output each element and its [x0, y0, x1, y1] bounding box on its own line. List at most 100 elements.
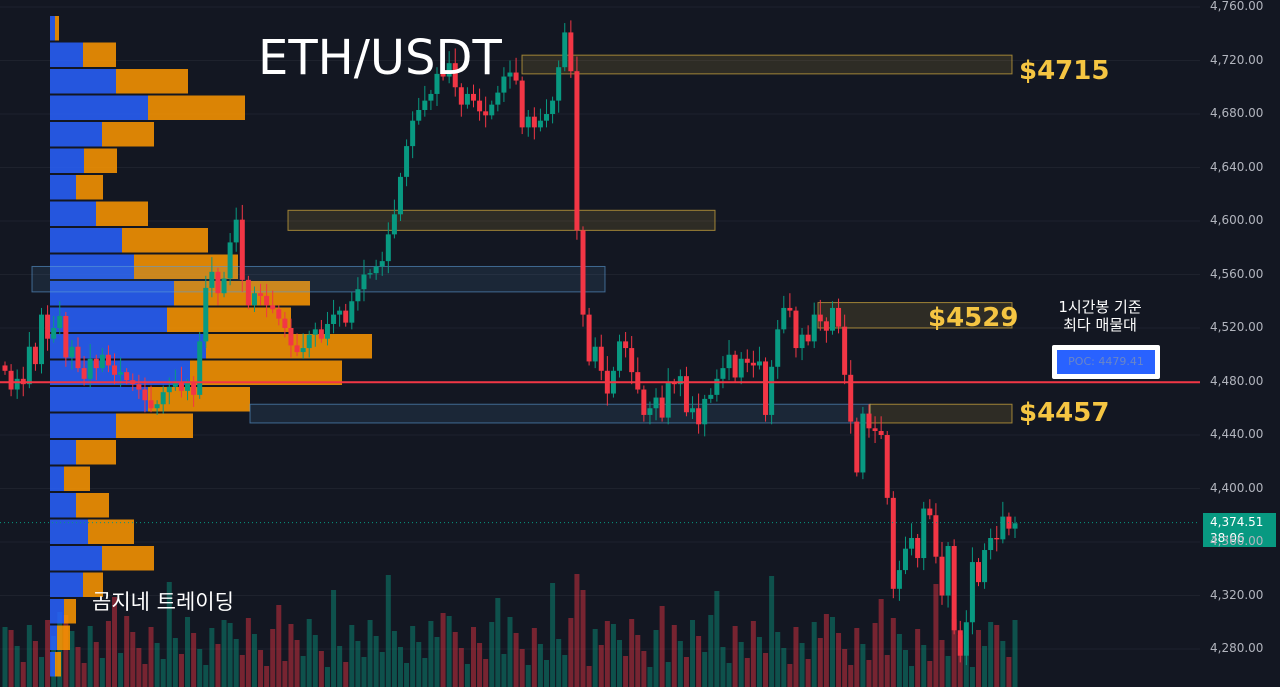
- candle-body: [902, 548, 908, 571]
- candle-body: [726, 354, 732, 369]
- volume-bar: [793, 627, 799, 687]
- candle-body: [258, 293, 264, 296]
- candle-body: [939, 556, 945, 596]
- volume-bar: [282, 661, 288, 687]
- level-label-4457: $4457: [1019, 398, 1110, 428]
- candle-body: [909, 537, 915, 549]
- candle-body: [556, 67, 562, 101]
- candle-body: [544, 114, 550, 121]
- candle-body: [331, 314, 337, 324]
- volume-profile-down: [102, 122, 154, 147]
- volume-profile-down: [76, 440, 116, 465]
- volume-bar: [975, 630, 981, 687]
- volume-bar: [604, 621, 610, 687]
- volume-profile-up: [50, 228, 122, 253]
- poc-note: 1시간봉 기준 최다 매물대: [1050, 298, 1150, 334]
- poc-label: POC: 4479.41: [1057, 350, 1155, 374]
- volume-bar: [568, 618, 574, 687]
- volume-bar: [251, 634, 257, 687]
- candle-body: [580, 230, 586, 315]
- candle-body: [105, 354, 111, 366]
- volume-profile-down: [122, 228, 208, 253]
- candle-body: [842, 326, 848, 375]
- candle-body: [957, 630, 963, 656]
- candle-body: [738, 358, 744, 378]
- candle-body: [501, 76, 507, 93]
- candle-body: [507, 72, 513, 77]
- volume-bar: [799, 643, 805, 687]
- candle-body: [586, 314, 592, 362]
- volume-bar: [312, 635, 318, 687]
- candle-body: [665, 382, 671, 418]
- volume-bar: [45, 620, 51, 687]
- candle-body: [385, 234, 391, 262]
- candle-body: [653, 397, 659, 409]
- candle-body: [81, 368, 87, 379]
- candle-body: [769, 366, 775, 415]
- candle-body: [185, 382, 191, 391]
- level-label-4529: $4529: [928, 303, 1019, 333]
- volume-profile-up: [50, 42, 83, 67]
- volume-bar: [738, 642, 744, 687]
- candle-body: [683, 376, 689, 413]
- volume-bar: [714, 591, 720, 687]
- candle-body: [32, 346, 38, 365]
- volume-bar: [525, 665, 531, 687]
- candle-body: [434, 73, 440, 94]
- volume-bar: [264, 666, 270, 687]
- y-tick-label: 4,400.00: [1210, 480, 1264, 495]
- volume-bar: [677, 641, 683, 687]
- volume-bar: [404, 663, 410, 687]
- volume-bar: [318, 651, 324, 687]
- candle-body: [617, 341, 623, 371]
- volume-profile-up: [50, 201, 96, 226]
- volume-bar: [988, 622, 994, 687]
- volume-profile-up: [50, 95, 148, 120]
- volume-profile-up: [50, 519, 88, 544]
- volume-bar: [866, 660, 872, 687]
- candle-body: [969, 562, 975, 623]
- candle-body: [45, 314, 51, 339]
- volume-bar: [592, 629, 598, 687]
- volume-bar: [221, 620, 227, 687]
- volume-bar: [154, 643, 160, 687]
- volume-bar: [26, 625, 32, 687]
- candle-body: [470, 93, 476, 101]
- volume-profile-up: [50, 599, 64, 624]
- volume-bar: [836, 633, 842, 687]
- volume-profile-up: [50, 466, 64, 491]
- candle-body: [933, 515, 939, 557]
- candle-body: [172, 381, 178, 387]
- candle-body: [87, 358, 93, 379]
- volume-bar: [324, 667, 330, 687]
- volume-bar: [1000, 641, 1006, 687]
- candle-body: [306, 334, 312, 349]
- volume-profile-up: [50, 281, 174, 306]
- volume-bar: [635, 635, 641, 687]
- volume-profile-up: [50, 69, 116, 94]
- candle-body: [276, 309, 282, 319]
- candle-body: [63, 315, 69, 358]
- candle-body: [294, 345, 300, 353]
- price-zone: [287, 209, 716, 231]
- volume-bar: [258, 650, 264, 687]
- volume-bar: [580, 590, 586, 687]
- volume-bar: [696, 636, 702, 687]
- level-label-4715: $4715: [1019, 56, 1110, 86]
- volume-bar: [854, 628, 860, 687]
- candle-body: [994, 537, 1000, 540]
- candle-body: [251, 293, 257, 306]
- candle-body: [732, 354, 738, 378]
- candle-body: [866, 413, 872, 429]
- candle-body: [8, 370, 14, 390]
- volume-bar: [483, 659, 489, 687]
- volume-profile-down: [102, 546, 154, 571]
- volume-bar: [355, 641, 361, 687]
- volume-bar: [2, 627, 8, 687]
- volume-bar: [428, 621, 434, 687]
- volume-bar: [769, 576, 775, 687]
- candle-body: [477, 100, 483, 112]
- candle-body: [288, 328, 294, 346]
- candle-body: [921, 508, 927, 559]
